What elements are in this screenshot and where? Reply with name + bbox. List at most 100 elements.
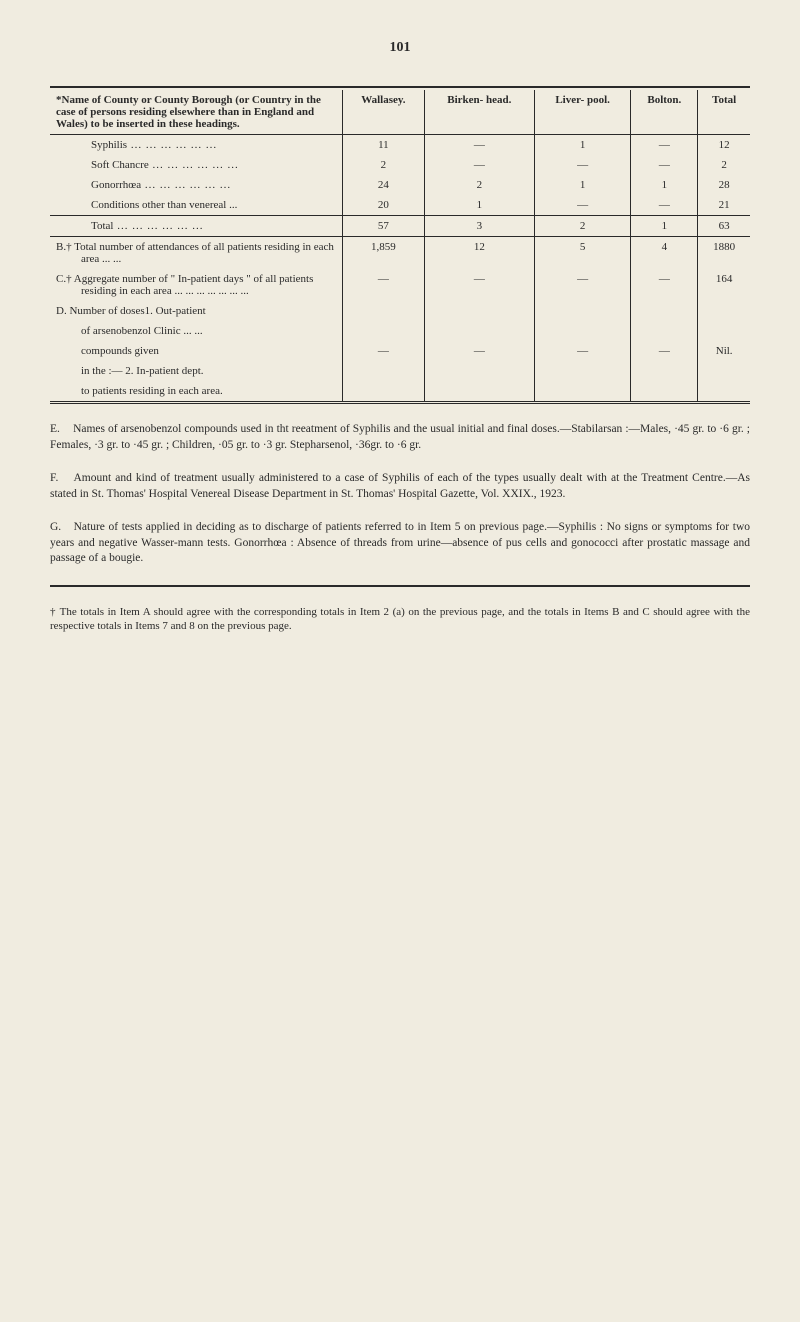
data-table: *Name of County or County Borough (or Co… <box>50 90 750 403</box>
cell <box>534 321 630 341</box>
cell <box>631 301 698 321</box>
row-prefix: B.† <box>56 241 72 253</box>
cell <box>631 361 698 381</box>
row-group: B.† Total number of attendances of all p… <box>56 241 336 265</box>
cell <box>534 381 630 402</box>
cell: 1880 <box>698 237 750 270</box>
cell: 20 <box>343 195 425 216</box>
cell: — <box>343 269 425 301</box>
table-row: Gonorrhœa 24 2 1 1 28 <box>50 175 750 195</box>
cell: — <box>424 341 534 361</box>
paragraph-f: F. Amount and kind of treatment usually … <box>50 471 750 502</box>
cell: 1,859 <box>343 237 425 270</box>
table-row: of arsenobenzol Clinic ... ... <box>50 321 750 341</box>
row-label: Number of doses1. Out-patient <box>69 305 205 317</box>
table-row: in the :— 2. In-patient dept. <box>50 361 750 381</box>
cell: 1 <box>631 216 698 237</box>
table-row: C.† Aggregate number of " In-patient day… <box>50 269 750 301</box>
cell: — <box>534 195 630 216</box>
table-row: B.† Total number of attendances of all p… <box>50 237 750 270</box>
cell: 1 <box>534 175 630 195</box>
header-col: Bolton. <box>631 90 698 135</box>
cell: 3 <box>424 216 534 237</box>
paragraph-e: E. Names of arsenobenzol compounds used … <box>50 422 750 453</box>
row-label: in the :— 2. In-patient dept. <box>56 365 204 377</box>
footnote-text: † The totals in Item A should agree with… <box>50 606 750 633</box>
cell: 1 <box>424 195 534 216</box>
cell <box>424 361 534 381</box>
row-label: to patients residing in each area. <box>56 385 223 397</box>
cell <box>631 321 698 341</box>
para-text: Amount and kind of treatment usually adm… <box>50 472 750 500</box>
cell <box>424 381 534 402</box>
cell: 164 <box>698 269 750 301</box>
row-label: compounds given <box>56 345 159 357</box>
row-group: to patients residing in each area. <box>56 385 336 397</box>
para-text: Nature of tests applied in deciding as t… <box>50 521 750 564</box>
table-row: to patients residing in each area. <box>50 381 750 402</box>
header-col: Birken- head. <box>424 90 534 135</box>
cell: — <box>631 155 698 175</box>
cell <box>534 301 630 321</box>
cell <box>343 301 425 321</box>
paragraph-g: G. Nature of tests applied in deciding a… <box>50 520 750 567</box>
cell <box>424 301 534 321</box>
table-total-row: Total 57 3 2 1 63 <box>50 216 750 237</box>
cell: 11 <box>343 135 425 156</box>
row-label: Syphilis <box>56 139 336 151</box>
row-group: in the :— 2. In-patient dept. <box>56 365 336 377</box>
row-label: Soft Chancre <box>56 159 336 171</box>
cell: 1 <box>534 135 630 156</box>
cell: 5 <box>534 237 630 270</box>
cell <box>343 321 425 341</box>
cell <box>534 361 630 381</box>
cell: 28 <box>698 175 750 195</box>
table-row: Soft Chancre 2 — — — 2 <box>50 155 750 175</box>
cell <box>631 381 698 402</box>
cell: 12 <box>698 135 750 156</box>
para-label: E. <box>50 422 70 438</box>
cell: — <box>631 195 698 216</box>
cell: 2 <box>534 216 630 237</box>
row-group: of arsenobenzol Clinic ... ... <box>56 325 336 337</box>
table-row: Syphilis 11 — 1 — 12 <box>50 135 750 156</box>
rule-below-table <box>50 403 750 404</box>
para-label: G. <box>50 520 70 536</box>
cell: 2 <box>343 155 425 175</box>
para-text: Names of arsenobenzol compounds used in … <box>50 423 750 451</box>
cell: — <box>343 341 425 361</box>
cell <box>698 321 750 341</box>
table-row: D. Number of doses1. Out-patient <box>50 301 750 321</box>
cell <box>343 361 425 381</box>
rule-top-thick <box>50 86 750 88</box>
page: 101 *Name of County or County Borough (o… <box>50 40 750 634</box>
row-group: compounds given <box>56 345 336 357</box>
para-label: F. <box>50 471 70 487</box>
footnote: † The totals in Item A should agree with… <box>50 605 750 635</box>
page-number: 101 <box>50 40 750 56</box>
header-col: Wallasey. <box>343 90 425 135</box>
cell: — <box>631 269 698 301</box>
cell: — <box>631 341 698 361</box>
row-label: Total <box>56 220 336 232</box>
row-label: of arsenobenzol Clinic ... ... <box>56 325 203 337</box>
row-label: Conditions other than venereal ... <box>56 199 336 211</box>
cell: 1 <box>631 175 698 195</box>
cell <box>698 381 750 402</box>
cell: — <box>424 155 534 175</box>
table-header-row: *Name of County or County Borough (or Co… <box>50 90 750 135</box>
cell: — <box>534 341 630 361</box>
header-col: Total <box>698 90 750 135</box>
row-group: C.† Aggregate number of " In-patient day… <box>56 273 336 297</box>
cell: — <box>534 155 630 175</box>
row-prefix: C.† <box>56 273 72 285</box>
cell: — <box>534 269 630 301</box>
cell: 21 <box>698 195 750 216</box>
cell: 2 <box>424 175 534 195</box>
row-label: Gonorrhœa <box>56 179 336 191</box>
row-label: Total number of attendances of all patie… <box>74 241 334 265</box>
cell <box>343 381 425 402</box>
cell: — <box>631 135 698 156</box>
row-prefix: D. <box>56 305 67 317</box>
cell: 4 <box>631 237 698 270</box>
